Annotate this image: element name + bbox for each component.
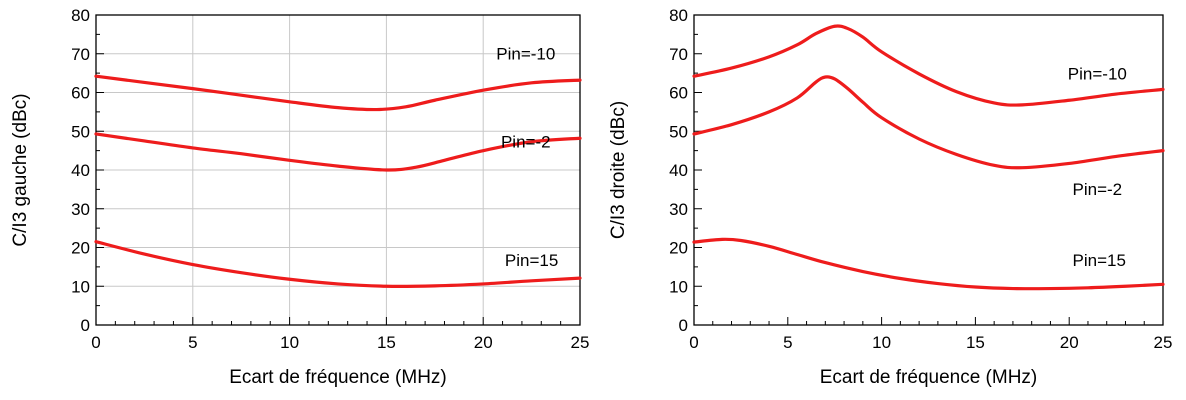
y-tick-label: 60: [71, 84, 90, 103]
y-axis-title: C/I3 droite (dBc): [608, 101, 629, 239]
chart-panel-left: 0 5 10 15 20 25 0 10 20 30 40 50 60 70 80 Ecart de fréq…: [10, 6, 589, 388]
y-tick-label: 50: [71, 122, 90, 141]
x-tick-label: 25: [1154, 333, 1173, 352]
series-line-3: [692, 237, 1165, 291]
series-label-1: Pin=-10: [1068, 65, 1127, 84]
y-tick-label: 10: [669, 277, 688, 296]
x-tick-label: 5: [783, 333, 792, 352]
x-axis-title: Ecart de fréquence (MHz): [820, 367, 1038, 388]
plot-frame: [693, 14, 1164, 326]
y-tick-label: 40: [669, 161, 688, 180]
y-tick-label: 30: [71, 200, 90, 219]
series-line-2: [692, 75, 1165, 170]
y-tick-label: 50: [669, 122, 688, 141]
x-tick-label: 15: [966, 333, 985, 352]
y-tick-label: 70: [71, 45, 90, 64]
x-tick-label: 5: [188, 333, 197, 352]
x-tick-label: 20: [1060, 333, 1079, 352]
series-label-2: Pin=-2: [501, 133, 551, 152]
y-tick-label: 20: [71, 239, 90, 258]
series-line-1: [94, 74, 582, 112]
x-tick-label: 25: [571, 333, 590, 352]
y-tick-label: 30: [669, 200, 688, 219]
x-tick-label: 15: [377, 333, 396, 352]
series-line-2: [94, 132, 582, 172]
y-tick-label: 0: [679, 316, 688, 335]
x-axis-title: Ecart de fréquence (MHz): [229, 367, 447, 388]
series-line-1: [692, 24, 1165, 107]
series-label-3: Pin=15: [505, 251, 558, 270]
x-tick-label: 0: [91, 333, 100, 352]
chart-panel-right: 0 5 10 15 20 25 0 10 20 30 40 50 60 70 80 Ecart de fréq…: [608, 6, 1172, 388]
y-tick-label: 20: [669, 239, 688, 258]
y-tick-label: 80: [669, 6, 688, 25]
x-tick-label: 10: [280, 333, 299, 352]
series-label-2: Pin=-2: [1073, 180, 1123, 199]
series-label-1: Pin=-10: [496, 45, 555, 64]
y-tick-label: 10: [71, 277, 90, 296]
x-tick-label: 10: [872, 333, 891, 352]
y-axis-title: C/I3 gauche (dBc): [10, 93, 31, 246]
y-tick-label: 40: [71, 161, 90, 180]
y-tick-label: 60: [669, 84, 688, 103]
y-tick-label: 0: [81, 316, 90, 335]
series-line-3: [94, 240, 582, 288]
y-tick-label: 70: [669, 45, 688, 64]
series-label-3: Pin=15: [1073, 251, 1126, 270]
x-tick-label: 0: [689, 333, 698, 352]
x-tick-label: 20: [474, 333, 493, 352]
y-tick-label: 80: [71, 6, 90, 25]
